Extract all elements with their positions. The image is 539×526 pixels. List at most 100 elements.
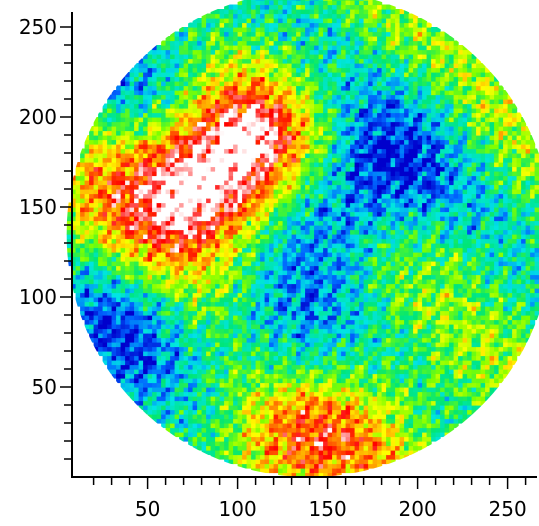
- heatmap-cell: [273, 319, 279, 325]
- heatmap-cell: [201, 301, 207, 307]
- heatmap-cell: [192, 418, 198, 424]
- heatmap-cell: [228, 58, 234, 64]
- heatmap-cell: [269, 382, 275, 388]
- heatmap-cell: [125, 387, 131, 393]
- heatmap-cell: [192, 58, 198, 64]
- heatmap-cell: [300, 454, 306, 460]
- heatmap-cell: [305, 121, 311, 127]
- heatmap-cell: [75, 247, 81, 253]
- heatmap-cell: [80, 211, 86, 217]
- heatmap-cell: [89, 333, 95, 339]
- heatmap-cell: [188, 49, 194, 55]
- heatmap-cell: [251, 162, 257, 168]
- heatmap-cell: [183, 58, 189, 64]
- heatmap-cell: [287, 238, 293, 244]
- heatmap-cell: [278, 459, 284, 465]
- heatmap-cell: [255, 139, 261, 145]
- heatmap-cell: [125, 234, 131, 240]
- heatmap-cell: [309, 328, 315, 334]
- heatmap-cell: [291, 436, 297, 442]
- heatmap-cell: [242, 315, 248, 321]
- heatmap-cell: [224, 342, 230, 348]
- heatmap-cell: [296, 306, 302, 312]
- heatmap-cell: [143, 256, 149, 262]
- heatmap-cell: [197, 445, 203, 451]
- heatmap-cell: [192, 72, 198, 78]
- heatmap-cell: [215, 382, 221, 388]
- heatmap-cell: [314, 94, 320, 100]
- heatmap-cell: [210, 202, 216, 208]
- heatmap-cell: [120, 270, 126, 276]
- heatmap-cell: [255, 400, 261, 406]
- heatmap-cell: [273, 328, 279, 334]
- heatmap-cell: [287, 468, 293, 474]
- heatmap-cell: [237, 279, 243, 285]
- heatmap-cell: [165, 324, 171, 330]
- heatmap-cell: [264, 45, 270, 51]
- heatmap-cell: [156, 90, 162, 96]
- heatmap-cell: [269, 409, 275, 415]
- heatmap-cell: [305, 247, 311, 253]
- heatmap-cell: [129, 135, 135, 141]
- heatmap-cell: [314, 252, 320, 258]
- heatmap-cell: [305, 351, 311, 357]
- heatmap-cell: [282, 18, 288, 24]
- heatmap-cell: [120, 229, 126, 235]
- heatmap-cell: [318, 378, 324, 384]
- heatmap-cell: [278, 378, 284, 384]
- heatmap-cell: [291, 328, 297, 334]
- heatmap-cell: [300, 333, 306, 339]
- heatmap-cell: [314, 229, 320, 235]
- heatmap-cell: [224, 58, 230, 64]
- heatmap-cell: [98, 337, 104, 343]
- heatmap-cell: [255, 171, 261, 177]
- heatmap-cell: [228, 117, 234, 123]
- heatmap-cell: [269, 171, 275, 177]
- heatmap-cell: [296, 355, 302, 361]
- heatmap-cell: [237, 81, 243, 87]
- heatmap-cell: [84, 306, 90, 312]
- heatmap-cell: [287, 346, 293, 352]
- heatmap-cell: [147, 90, 153, 96]
- heatmap-cell: [219, 247, 225, 253]
- heatmap-cell: [260, 81, 266, 87]
- heatmap-cell: [273, 342, 279, 348]
- heatmap-cell: [170, 355, 176, 361]
- heatmap-cell: [309, 85, 315, 91]
- heatmap-cell: [210, 337, 216, 343]
- heatmap-cell: [165, 76, 171, 82]
- heatmap-cell: [233, 9, 239, 15]
- heatmap-cell: [201, 36, 207, 42]
- heatmap-cell: [282, 265, 288, 271]
- heatmap-cell: [278, 36, 284, 42]
- heatmap-cell: [282, 463, 288, 469]
- heatmap-cell: [156, 108, 162, 114]
- heatmap-cell: [314, 225, 320, 231]
- heatmap-cell: [174, 225, 180, 231]
- heatmap-cell: [174, 256, 180, 262]
- heatmap-cell: [264, 301, 270, 307]
- heatmap-cell: [107, 225, 113, 231]
- heatmap-cell: [206, 81, 212, 87]
- heatmap-cell: [192, 400, 198, 406]
- heatmap-cell: [260, 382, 266, 388]
- heatmap-cell: [143, 265, 149, 271]
- heatmap-cell: [233, 63, 239, 69]
- heatmap-cell: [183, 270, 189, 276]
- heatmap-cell: [300, 4, 306, 10]
- heatmap-cell: [314, 162, 320, 168]
- heatmap-cell: [179, 306, 185, 312]
- heatmap-cell: [318, 40, 324, 46]
- heatmap-cell: [147, 333, 153, 339]
- heatmap-cell: [300, 360, 306, 366]
- heatmap-cell: [314, 81, 320, 87]
- heatmap-cell: [215, 67, 221, 73]
- heatmap-cell: [233, 454, 239, 460]
- heatmap-cell: [282, 387, 288, 393]
- heatmap-cell: [152, 238, 158, 244]
- heatmap-cell: [98, 139, 104, 145]
- heatmap-cell: [111, 369, 117, 375]
- heatmap-cell: [264, 220, 270, 226]
- heatmap-cell: [102, 328, 108, 334]
- heatmap-cell: [183, 405, 189, 411]
